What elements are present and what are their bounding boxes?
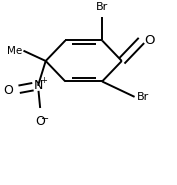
Text: O: O bbox=[3, 83, 13, 97]
Text: Br: Br bbox=[96, 2, 108, 12]
Text: Br: Br bbox=[137, 92, 149, 102]
Text: O: O bbox=[36, 115, 45, 128]
Text: +: + bbox=[40, 76, 47, 85]
Text: Me: Me bbox=[7, 46, 22, 56]
Text: N: N bbox=[33, 79, 43, 92]
Text: O: O bbox=[144, 34, 155, 47]
Text: −: − bbox=[41, 114, 49, 124]
